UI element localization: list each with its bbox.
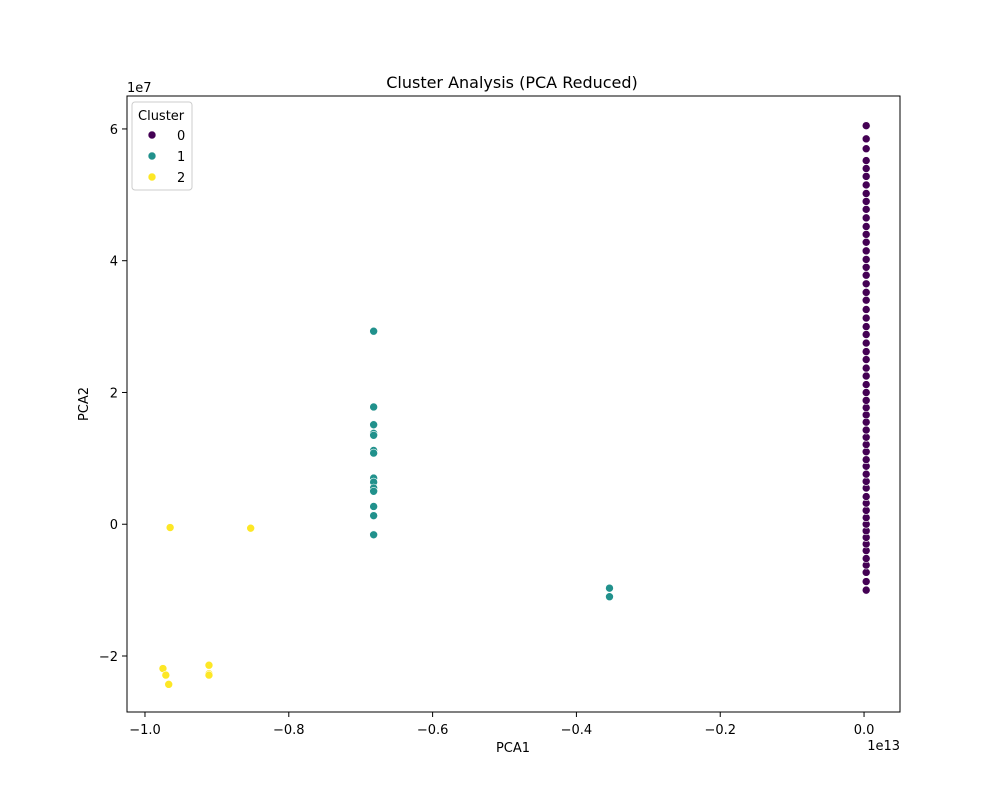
cluster-1-point [369,530,378,540]
cluster-0-point [861,305,871,314]
cluster-0-point [861,506,871,515]
cluster-1-point [369,326,378,336]
cluster-0-point [861,410,871,420]
cluster-2-point [204,660,214,670]
cluster-0-point [861,230,871,239]
plot-frame [126,95,901,713]
cluster-0-point [861,295,871,305]
cluster-0-point [861,355,871,364]
cluster-0-point [861,134,871,144]
cluster-0-point [861,447,871,457]
y-tick-label: 2 [110,386,118,401]
cluster-0-point [861,388,871,397]
cluster-0-point [861,213,871,223]
cluster-2-point [204,670,214,680]
legend-box [131,101,193,191]
cluster-0-point [861,477,871,486]
cluster-0-point [861,255,871,264]
cluster-2-point [161,670,171,680]
cluster-0-point [861,577,871,586]
legend-label-1: 1 [177,150,185,165]
cluster-0-point [861,121,871,130]
cluster-0-point [861,288,871,297]
x-tick-label: −0.6 [417,723,449,738]
cluster-0-point [861,279,871,289]
legend-title: Cluster [138,109,185,124]
legend-label-2: 2 [177,171,185,186]
cluster-1-point [369,511,378,520]
cluster-1-point [605,592,614,602]
cluster-1-point [369,420,378,430]
cluster-0-point [861,440,871,449]
cluster-0-point [861,205,871,214]
x-tick-label: −1.0 [129,723,161,738]
cluster-0-point [861,338,871,348]
cluster-0-point [861,164,871,173]
cluster-0-point [861,237,871,247]
y-axis: −2 0 2 4 6 [99,123,127,665]
y-tick-label: −2 [99,650,118,665]
cluster-0-point [861,585,871,595]
cluster-0-point [861,313,871,323]
legend-marker-0 [147,130,157,140]
cluster-0-point [861,455,871,464]
points-layer [158,121,871,689]
x-tick-label: −0.4 [561,723,593,738]
x-axis-label: PCA1 [496,741,530,756]
chart-title: Cluster Analysis (PCA Reduced) [386,73,638,92]
cluster-0-point [861,144,871,154]
cluster-0-point [861,330,871,339]
cluster-0-point [861,492,871,501]
cluster-0-point [861,270,871,280]
cluster-0-point [861,403,871,412]
cluster-0-point [861,172,871,181]
cluster-0-point [861,363,871,373]
x-tick-label: −0.2 [704,723,736,738]
cluster-0-point [861,417,871,427]
y-offset-label: 1e7 [127,81,152,96]
cluster-1-point [605,583,614,593]
legend-label-0: 0 [177,129,185,144]
cluster-0-point [861,432,871,442]
cluster-0-point [861,246,871,256]
cluster-0-point [861,189,871,198]
cluster-0-point [861,347,871,356]
cluster-2-point [165,523,175,532]
y-tick-label: 6 [110,123,118,138]
cluster-0-point [861,396,871,405]
y-tick-label: 0 [110,518,118,533]
cluster-0-point [861,469,871,479]
cluster-0-point [861,425,871,435]
x-offset-label: 1e13 [867,739,900,754]
cluster-0-point [861,380,871,389]
cluster-1-point [369,502,378,511]
cluster-2-point [246,523,255,533]
cluster-1-point [369,402,378,412]
cluster-0-point [861,322,871,331]
x-tick-label: −0.8 [273,723,305,738]
legend-marker-2 [147,172,157,182]
cluster-0-point [861,513,871,522]
x-tick-label: 0.0 [854,723,875,738]
cluster-1-point [369,430,378,440]
cluster-0-point [861,262,871,272]
legend-marker-1 [147,151,157,161]
cluster-2-point [164,680,174,689]
cluster-0-point [861,371,871,381]
cluster-0-point [861,156,871,165]
cluster-0-point [861,568,871,577]
cluster-1-point [369,448,378,458]
cluster-0-point [861,180,871,190]
y-tick-label: 4 [110,255,118,270]
cluster-0-point [861,554,871,563]
cluster-0-point [861,197,871,206]
x-axis: −1.0 −0.8 −0.6 −0.4 −0.2 0.0 [129,712,874,738]
cluster-0-point [861,222,871,231]
y-axis-label: PCA2 [77,387,92,421]
cluster-1-point [369,486,378,496]
legend: Cluster 0 1 2 [131,101,193,191]
